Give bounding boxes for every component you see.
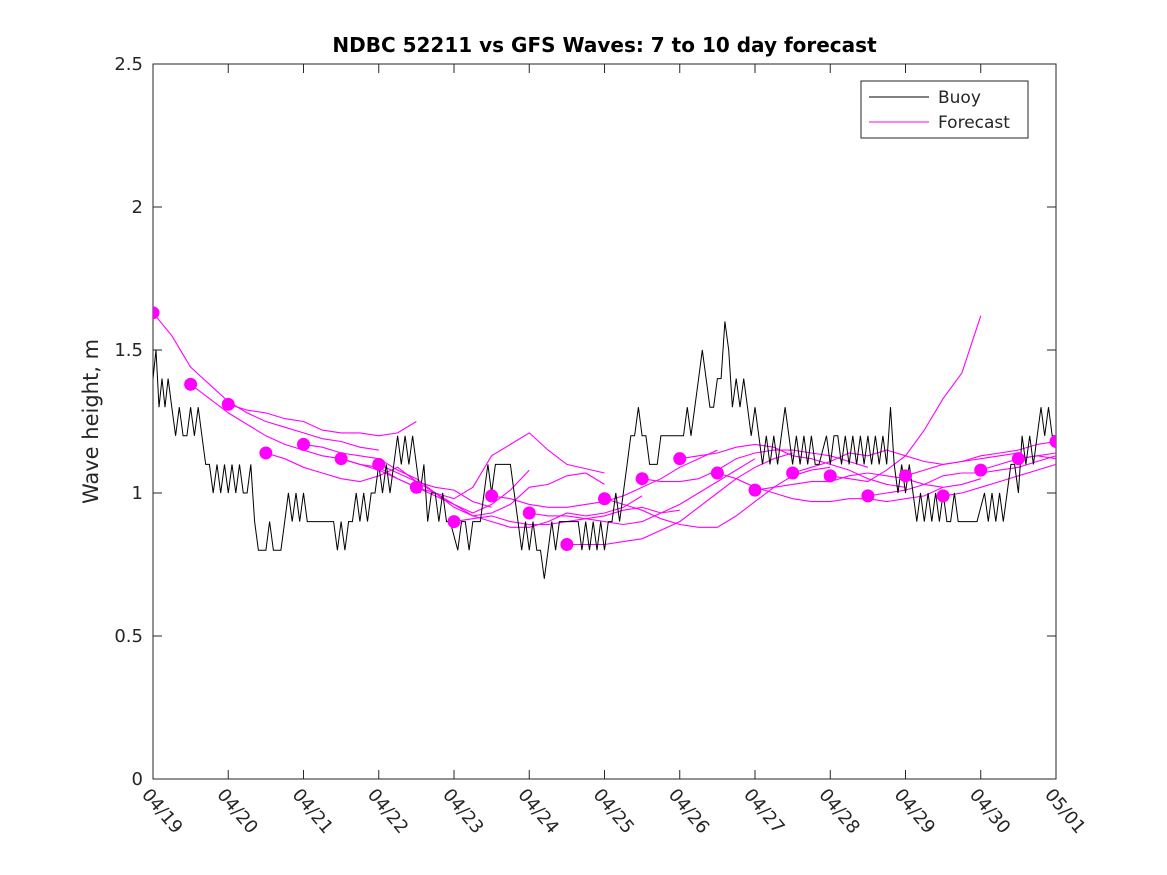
y-tick-label: 1.5 <box>114 340 143 361</box>
forecast-line <box>340 432 605 500</box>
forecast-marker <box>673 452 687 466</box>
forecast-marker <box>861 489 875 503</box>
y-tick-label: 2.5 <box>114 54 143 75</box>
forecast-line <box>265 452 492 508</box>
forecast-marker <box>1011 452 1025 466</box>
forecast-marker <box>560 537 574 551</box>
forecast-marker <box>153 306 160 320</box>
y-tick-label: 0 <box>132 769 143 790</box>
forecast-marker <box>786 466 800 480</box>
forecast-line <box>980 452 1056 471</box>
forecast-marker <box>184 377 198 391</box>
forecast-marker <box>823 469 837 483</box>
forecast-marker <box>936 489 950 503</box>
forecast-marker <box>297 437 310 451</box>
forecast-line <box>905 440 1056 477</box>
forecast-marker <box>221 397 235 411</box>
forecast-line <box>1018 455 1056 460</box>
forecast-line <box>228 403 417 437</box>
y-axis-ticks: 0 0.5 1 1.5 2 2.5 <box>114 54 1056 790</box>
y-tick-label: 1 <box>132 483 143 504</box>
forecast-line <box>529 458 756 526</box>
buoy-line <box>153 321 1056 579</box>
forecast-line <box>642 449 869 483</box>
legend-box <box>860 80 1029 139</box>
y-axis-label: Wave height, m <box>79 339 103 504</box>
forecast-marker <box>974 463 988 477</box>
forecast-marker <box>598 492 611 506</box>
forecast-marker <box>372 457 386 471</box>
series-group <box>153 306 1056 579</box>
forecast-line <box>153 312 379 451</box>
forecast-line <box>754 472 981 491</box>
forecast-marker <box>635 472 649 486</box>
legend-label-buoy: Buoy <box>938 88 981 108</box>
forecast-line <box>830 315 982 483</box>
forecast-marker <box>409 480 423 494</box>
forecast-marker <box>710 466 724 480</box>
forecast-marker <box>334 452 348 466</box>
forecast-line <box>943 463 1056 497</box>
series-layer <box>153 306 1056 579</box>
forecast-marker <box>485 489 499 503</box>
forecast-line <box>679 443 906 488</box>
forecast-marker <box>748 483 762 497</box>
chart-title: NDBC 52211 vs GFS Waves: 7 to 10 day for… <box>332 33 877 57</box>
y-tick-label: 2 <box>132 197 143 218</box>
forecast-line <box>566 452 793 546</box>
forecast-marker <box>522 506 536 520</box>
legend-label-forecast: Forecast <box>938 113 1010 133</box>
legend: Buoy Forecast <box>860 80 1029 139</box>
y-tick-label: 0.5 <box>114 626 143 647</box>
forecast-marker <box>899 469 912 483</box>
forecast-marker <box>1049 435 1056 449</box>
forecast-marker <box>447 515 461 529</box>
plot-area <box>152 63 1057 780</box>
forecast-marker <box>259 446 273 460</box>
forecast-line <box>416 486 643 528</box>
